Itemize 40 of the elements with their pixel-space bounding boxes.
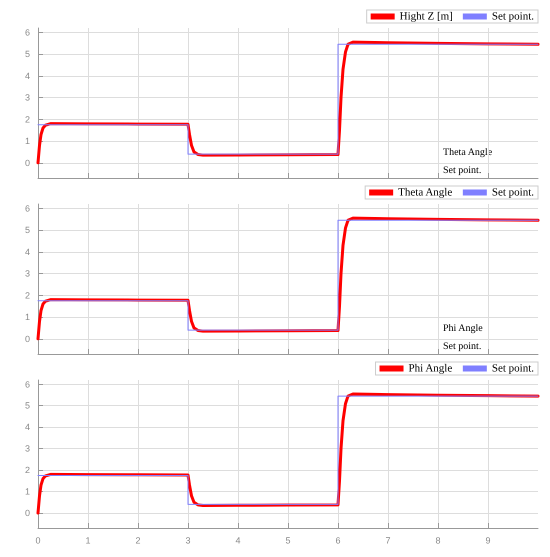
- legend-label: Phi Angle: [408, 362, 452, 374]
- y-tick-label: 3: [24, 268, 30, 279]
- x-tick-label: 3: [185, 536, 191, 546]
- y-tick-label: 6: [24, 379, 30, 390]
- y-tick-label: 5: [24, 400, 30, 411]
- y-tick-label: 1: [24, 312, 30, 322]
- y-tick-label: 6: [24, 203, 30, 214]
- y-tick-label: 2: [24, 290, 30, 300]
- y-tick-label: 0: [24, 334, 30, 344]
- y-tick-label: 6: [24, 27, 30, 38]
- x-tick-label: 4: [235, 536, 241, 546]
- legend-label: Set point.: [492, 362, 534, 374]
- legend-label: Hight Z [m]: [400, 10, 453, 22]
- y-tick-label: 4: [24, 70, 30, 81]
- y-tick-label: 4: [24, 422, 30, 432]
- annotation: Phi Angle: [443, 323, 484, 334]
- annotation: Set point.: [443, 341, 482, 352]
- y-tick-label: 3: [24, 92, 30, 103]
- x-tick-label: 5: [285, 536, 291, 546]
- x-tick-label: 1: [85, 536, 91, 546]
- y-tick-label: 4: [24, 246, 30, 257]
- x-tick-label: 7: [385, 536, 391, 546]
- annotation: Set point.: [443, 165, 482, 176]
- x-tick-label: 6: [335, 536, 341, 546]
- legend-label: Theta Angle: [398, 186, 452, 198]
- y-tick-label: 0: [24, 508, 30, 518]
- y-tick-label: 5: [24, 225, 30, 236]
- x-tick-label: 2: [135, 536, 141, 546]
- x-tick-label: 9: [485, 536, 491, 546]
- y-tick-label: 2: [24, 465, 30, 476]
- y-tick-label: 3: [24, 444, 30, 454]
- y-tick-label: 2: [24, 114, 30, 124]
- legend-label: Set point.: [492, 10, 534, 22]
- y-tick-label: 1: [24, 136, 30, 146]
- y-tick-label: 5: [24, 49, 30, 60]
- y-tick-label: 1: [24, 486, 30, 497]
- y-tick-label: 0: [24, 158, 30, 168]
- x-tick-label: 0: [35, 536, 41, 546]
- x-tick-label: 8: [435, 536, 441, 546]
- legend-label: Set point.: [492, 186, 534, 198]
